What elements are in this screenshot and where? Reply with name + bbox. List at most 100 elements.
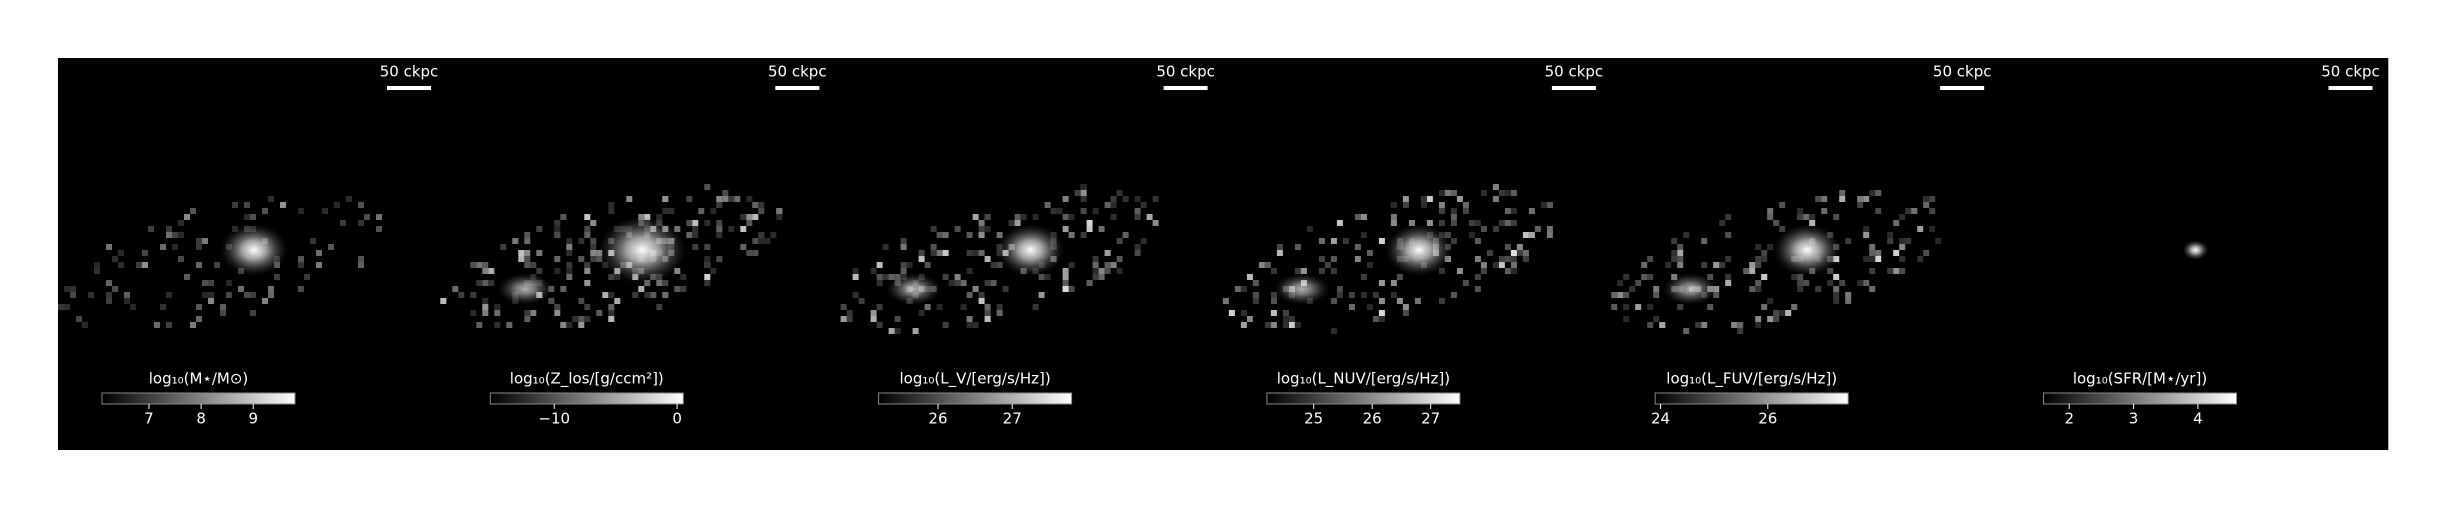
colorbar-tick-label: −10: [538, 410, 570, 428]
pixel: [1080, 232, 1087, 238]
pixel: [1863, 280, 1870, 286]
pixel: [1528, 208, 1535, 214]
pixel: [584, 232, 591, 238]
pixel: [494, 310, 501, 316]
pixel: [1917, 226, 1924, 232]
pixel: [1767, 316, 1774, 322]
pixel: [1474, 238, 1481, 244]
pixel: [608, 274, 615, 280]
pixel: [1134, 250, 1141, 256]
pixel: [686, 232, 693, 238]
pixel: [1116, 268, 1123, 274]
pixel: [1110, 196, 1117, 202]
pixel: [752, 214, 759, 220]
colorbar: [101, 392, 296, 405]
pixel: [584, 262, 591, 268]
pixel: [590, 250, 597, 256]
pixel: [1641, 262, 1648, 268]
pixel: [1923, 196, 1930, 202]
pixel: [876, 280, 883, 286]
pixel: [148, 226, 154, 232]
pixel: [1110, 202, 1117, 208]
pixel: [1264, 262, 1271, 268]
pixel: [1731, 322, 1738, 328]
pixel: [1713, 292, 1720, 298]
pixel: [728, 196, 735, 202]
pixel: [978, 226, 985, 232]
pixel: [572, 316, 579, 322]
pixel: [1074, 190, 1081, 196]
pixel: [202, 238, 208, 244]
pixel: [966, 250, 973, 256]
pixel: [358, 256, 364, 262]
colorbar-tick-label: 27: [1421, 410, 1440, 428]
pixel: [1504, 244, 1511, 250]
pixel: [1240, 322, 1247, 328]
pixel: [1929, 226, 1936, 232]
colorbar-tick-label: 26: [1363, 410, 1382, 428]
pixel: [942, 274, 949, 280]
pixel: [1462, 208, 1469, 214]
pixel: [1701, 322, 1708, 328]
pixel: [1869, 190, 1876, 196]
pixel: [1887, 238, 1894, 244]
pixel: [1288, 322, 1295, 328]
pixel: [984, 226, 991, 232]
pixel: [746, 214, 753, 220]
pixel: [644, 292, 651, 298]
pixel: [924, 304, 931, 310]
pixel: [1875, 190, 1882, 196]
pixel: [888, 328, 895, 334]
pixel: [1330, 328, 1337, 334]
pixel: [1869, 250, 1876, 256]
pixel: [1246, 274, 1253, 280]
pixel: [578, 256, 585, 262]
pixel: [1486, 250, 1493, 256]
pixel: [250, 310, 256, 316]
pixel: [1887, 268, 1894, 274]
pixel: [764, 238, 771, 244]
pixel: [650, 292, 657, 298]
pixel: [1438, 208, 1445, 214]
pixel: [274, 274, 280, 280]
pixel: [1492, 262, 1499, 268]
pixel: [118, 262, 124, 268]
pixel: [536, 226, 543, 232]
pixel: [566, 322, 573, 328]
scale-bar-label: 50 ckpc: [2321, 63, 2380, 81]
pixel: [1122, 232, 1129, 238]
blob: [1273, 273, 1330, 305]
pixel: [1480, 268, 1487, 274]
pixel: [1791, 304, 1798, 310]
pixel: [966, 322, 973, 328]
pixel: [608, 292, 615, 298]
pixel: [1522, 256, 1529, 262]
pixel: [1504, 220, 1511, 226]
pixel: [124, 298, 130, 304]
pixel: [984, 214, 991, 220]
pixel: [1014, 214, 1021, 220]
pixel: [482, 310, 489, 316]
panel: 50 ckpc log₁₀(Z_los/[g/ccm²]) −10 0: [440, 58, 836, 450]
pixel: [476, 322, 483, 328]
colorbar-label: log₁₀(SFR/[M⋆/yr]): [2073, 370, 2207, 388]
pixel: [1038, 292, 1045, 298]
pixel: [1086, 226, 1093, 232]
pixel: [692, 226, 699, 232]
pixel: [70, 292, 76, 298]
pixel: [608, 304, 615, 310]
pixel: [196, 244, 202, 250]
pixel: [112, 286, 118, 292]
pixel: [1116, 238, 1123, 244]
pixel: [1372, 292, 1379, 298]
pixel: [1068, 262, 1075, 268]
pixel: [584, 316, 591, 322]
pixel: [1755, 322, 1762, 328]
pixel: [978, 250, 985, 256]
pixel: [166, 226, 172, 232]
pixel: [942, 250, 949, 256]
pixel: [1857, 280, 1864, 286]
pixel: [1827, 268, 1834, 274]
pixel: [870, 316, 877, 322]
pixel: [936, 250, 943, 256]
